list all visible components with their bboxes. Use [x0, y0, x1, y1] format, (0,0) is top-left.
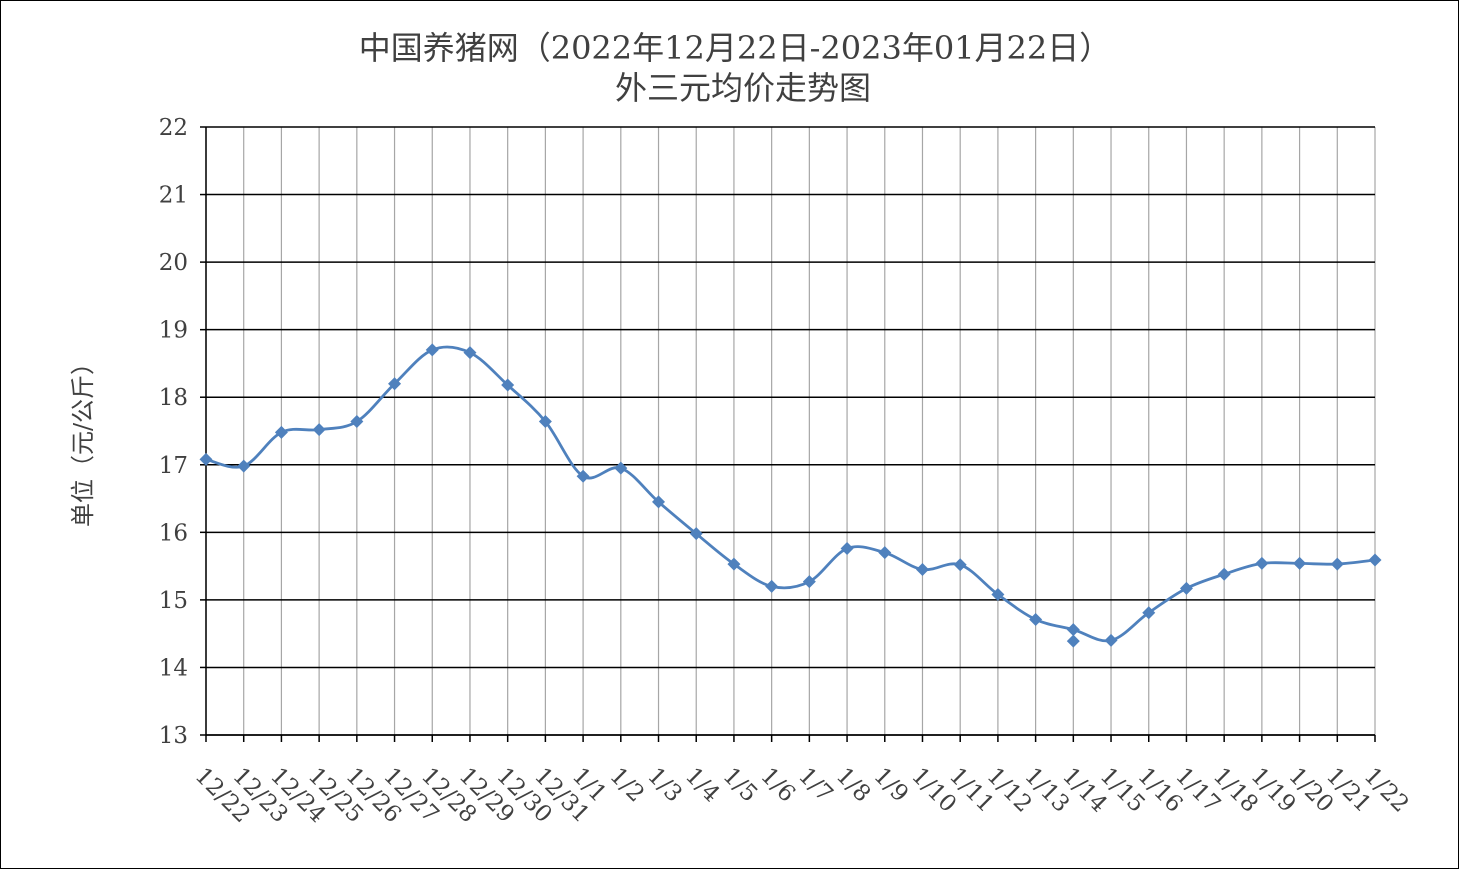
x-tick-label: 1/3: [642, 763, 687, 808]
data-point: [1029, 612, 1043, 626]
y-tick-label: 18: [159, 385, 188, 411]
data-point: [991, 587, 1005, 601]
grid-lines: [205, 126, 1376, 736]
y-tick-label: 15: [159, 588, 188, 614]
data-point: [501, 378, 515, 392]
data-point: [614, 461, 628, 475]
y-tick-label: 20: [159, 250, 188, 276]
data-point: [652, 495, 666, 509]
y-tick-label: 14: [159, 655, 188, 681]
data-point: [237, 459, 251, 473]
y-tick-label: 16: [159, 520, 188, 546]
y-tick-label: 21: [159, 183, 188, 209]
data-point: [388, 377, 402, 391]
data-point: [199, 452, 213, 466]
data-point: [802, 575, 816, 589]
series-price: [199, 343, 1382, 648]
data-point: [878, 546, 892, 560]
axes: [200, 126, 1376, 742]
data-point: [1142, 606, 1156, 620]
data-point: [1066, 623, 1080, 637]
data-point: [463, 346, 477, 360]
chart-title-line2: 外三元均价走势图: [615, 69, 871, 107]
data-point: [312, 423, 326, 437]
data-point: [1330, 557, 1344, 571]
chart-title-line1: 中国养猪网（2022年12月22日-2023年01月22日）: [359, 29, 1112, 67]
y-tick-label: 22: [159, 115, 188, 141]
x-tick-label: 1/5: [718, 763, 763, 808]
y-tick-label: 19: [159, 318, 188, 344]
y-tick-label: 13: [159, 723, 188, 749]
y-axis-label: 单位（元/公斤）: [69, 351, 97, 527]
x-tick-label: 1/9: [869, 763, 914, 808]
data-point: [1066, 634, 1080, 648]
y-tick-label: 17: [159, 453, 188, 479]
x-tick-labels: 12/2212/2312/2412/2512/2612/2712/2812/29…: [190, 763, 1414, 828]
data-point: [1255, 556, 1269, 570]
data-point: [1217, 567, 1231, 581]
data-point: [1179, 581, 1193, 595]
data-point: [1368, 553, 1382, 567]
x-tick-label: 1/7: [793, 763, 838, 808]
data-point: [915, 562, 929, 576]
data-point: [576, 469, 590, 483]
x-tick-label: 1/2: [605, 763, 650, 808]
x-tick-label: 1/6: [755, 763, 800, 808]
data-point: [274, 425, 288, 439]
series-line: [205, 345, 1376, 643]
data-point: [953, 558, 967, 572]
x-tick-label: 1/8: [831, 763, 876, 808]
data-point: [727, 557, 741, 571]
data-point: [689, 527, 703, 541]
data-point: [765, 579, 779, 593]
data-point: [1293, 556, 1307, 570]
data-point: [538, 415, 552, 429]
y-tick-labels: 13 14 15 16 17 18 19 20 21 22: [159, 115, 188, 749]
data-point: [425, 343, 439, 357]
x-tick-label: 1/4: [680, 763, 725, 808]
data-point: [840, 542, 854, 556]
data-point: [350, 415, 364, 429]
data-point: [1104, 633, 1118, 647]
